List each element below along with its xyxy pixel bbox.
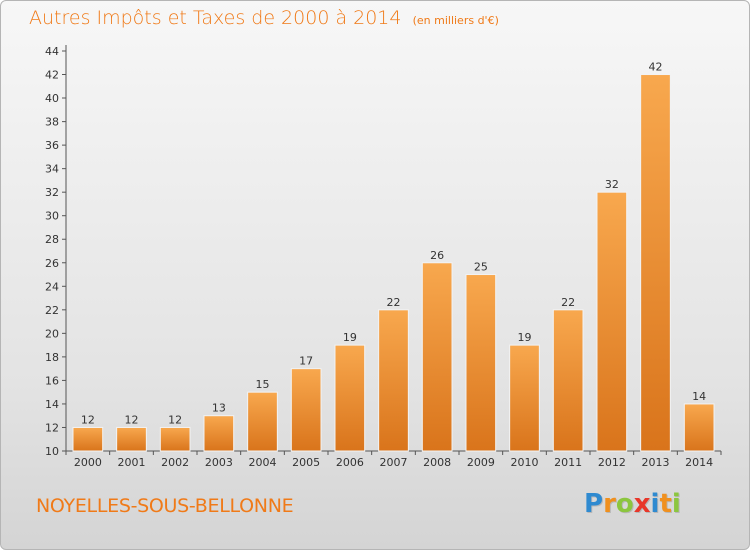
bar	[552, 309, 584, 452]
logo-letter: o	[615, 489, 634, 519]
y-tick-label: 40	[45, 92, 59, 105]
y-tick-label: 18	[45, 351, 59, 364]
bar-value-label: 19	[343, 331, 357, 344]
logo-letter: r	[603, 489, 616, 519]
logo-letter: P	[584, 489, 604, 519]
bar-value-label: 25	[474, 261, 488, 274]
y-tick-label: 36	[45, 139, 59, 152]
bar	[203, 415, 235, 452]
y-tick-label: 30	[45, 210, 59, 223]
y-tick-label: 34	[45, 163, 59, 176]
x-tick-label: 2008	[423, 456, 451, 469]
logo-letter: x	[633, 489, 651, 519]
logo-letter: t	[659, 489, 672, 519]
x-tick-label: 2010	[511, 456, 539, 469]
bar	[334, 344, 366, 452]
y-tick-label: 44	[45, 45, 59, 58]
bar-value-label: 13	[212, 402, 226, 415]
x-tick-label: 2007	[380, 456, 408, 469]
chart-subtitle: (en milliers d'€)	[412, 14, 499, 27]
y-tick-label: 10	[45, 445, 59, 458]
bar	[290, 368, 322, 452]
bar-value-label: 42	[649, 61, 663, 74]
x-tick-label: 2000	[74, 456, 102, 469]
chart-title: Autres Impôts et Taxes de 2000 à 2014	[29, 7, 402, 29]
bar-value-label: 15	[256, 378, 270, 391]
y-tick-label: 42	[45, 69, 59, 82]
y-tick-label: 12	[45, 421, 59, 434]
y-tick-label: 38	[45, 116, 59, 129]
bar	[509, 344, 540, 452]
bar-value-label: 17	[299, 355, 313, 368]
bar	[247, 391, 278, 452]
x-tick-label: 2003	[205, 456, 233, 469]
x-tick-label: 2009	[467, 456, 495, 469]
bar-value-label: 32	[605, 178, 619, 191]
commune-name: NOYELLES-SOUS-BELLONNE	[36, 495, 294, 517]
bar	[159, 426, 191, 452]
x-tick-label: 2005	[292, 456, 320, 469]
y-tick-label: 14	[45, 398, 59, 411]
x-tick-label: 2011	[554, 456, 582, 469]
logo-letter: i	[671, 489, 681, 519]
bar	[683, 403, 715, 452]
y-tick-label: 20	[45, 327, 59, 340]
bar	[72, 426, 104, 452]
logo-letter: i	[650, 489, 660, 519]
bar-value-label: 22	[561, 296, 575, 309]
bar-value-label: 19	[518, 331, 532, 344]
bar	[421, 262, 453, 452]
x-tick-label: 2012	[598, 456, 626, 469]
x-tick-label: 2013	[642, 456, 670, 469]
x-tick-label: 2014	[685, 456, 713, 469]
y-tick-label: 32	[45, 186, 59, 199]
bar-value-label: 14	[692, 390, 706, 403]
bar	[640, 74, 671, 452]
bar-value-label: 12	[168, 413, 182, 426]
y-tick-label: 26	[45, 257, 59, 270]
bar	[465, 274, 497, 452]
bar-value-label: 12	[125, 413, 139, 426]
bar-value-label: 26	[430, 249, 444, 262]
x-tick-label: 2002	[161, 456, 189, 469]
title-bar: Autres Impôts et Taxes de 2000 à 2014 (e…	[29, 7, 499, 29]
bar	[596, 191, 628, 452]
x-tick-label: 2004	[249, 456, 277, 469]
x-tick-label: 2006	[336, 456, 364, 469]
bar	[116, 426, 147, 452]
bar	[378, 309, 409, 452]
y-tick-label: 16	[45, 374, 59, 387]
y-tick-label: 22	[45, 304, 59, 317]
bar-value-label: 22	[387, 296, 401, 309]
bar-value-label: 12	[81, 413, 95, 426]
proxiti-logo: Proxiti	[584, 489, 681, 519]
y-tick-label: 28	[45, 233, 59, 246]
y-tick-label: 24	[45, 280, 59, 293]
x-tick-label: 2001	[118, 456, 146, 469]
